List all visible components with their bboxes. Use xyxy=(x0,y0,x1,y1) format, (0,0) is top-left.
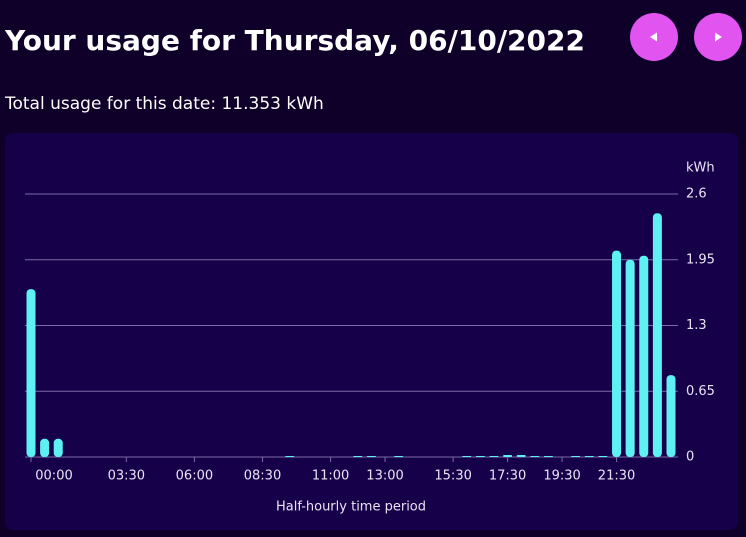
y-tick-label: 0.65 xyxy=(686,384,715,399)
bar xyxy=(652,213,662,457)
x-tick-label: 08:30 xyxy=(244,469,281,484)
bar xyxy=(285,455,295,457)
prev-button[interactable] xyxy=(630,13,678,61)
x-tick-label: 03:30 xyxy=(108,469,145,484)
bar xyxy=(584,455,594,457)
page-title: Your usage for Thursday, 06/10/2022 xyxy=(4,24,585,57)
x-tick-label: 17:30 xyxy=(489,469,526,484)
x-tick-label: 19:30 xyxy=(543,469,580,484)
chart-panel xyxy=(5,133,738,530)
bar xyxy=(543,455,553,457)
bar xyxy=(394,455,404,457)
bar xyxy=(503,454,513,457)
bar xyxy=(462,455,472,457)
bar xyxy=(571,455,581,457)
bar xyxy=(598,455,608,457)
bar xyxy=(40,438,50,457)
bar xyxy=(366,455,376,457)
bar xyxy=(475,455,485,457)
x-tick-label: 06:00 xyxy=(176,469,213,484)
y-unit: kWh xyxy=(686,161,715,176)
x-tick-label: 00:00 xyxy=(35,469,72,484)
y-tick-label: 0 xyxy=(686,450,694,465)
bar xyxy=(639,255,649,457)
x-tick-label: 11:00 xyxy=(312,469,349,484)
x-tick-label: 21:30 xyxy=(598,469,635,484)
total-usage: Total usage for this date: 11.353 kWh xyxy=(4,94,324,114)
y-tick-label: 2.6 xyxy=(686,187,707,202)
next-button[interactable] xyxy=(694,13,742,61)
bar xyxy=(625,259,635,457)
x-tick-label: 13:00 xyxy=(366,469,403,484)
bar xyxy=(26,289,36,457)
bar xyxy=(530,455,540,457)
bar xyxy=(666,375,676,457)
bar xyxy=(516,454,526,457)
y-tick-label: 1.95 xyxy=(686,252,715,267)
bar xyxy=(353,455,363,457)
bar xyxy=(612,250,622,457)
bar xyxy=(53,438,63,457)
y-tick-label: 1.3 xyxy=(686,318,707,333)
x-axis-label: Half-hourly time period xyxy=(276,500,426,515)
plot: 0 0.65 1.3 1.95 2.6 00:00 03:30 06:00 08:30 11:00… xyxy=(25,187,715,484)
bar xyxy=(489,455,499,457)
x-tick-label: 15:30 xyxy=(434,469,471,484)
